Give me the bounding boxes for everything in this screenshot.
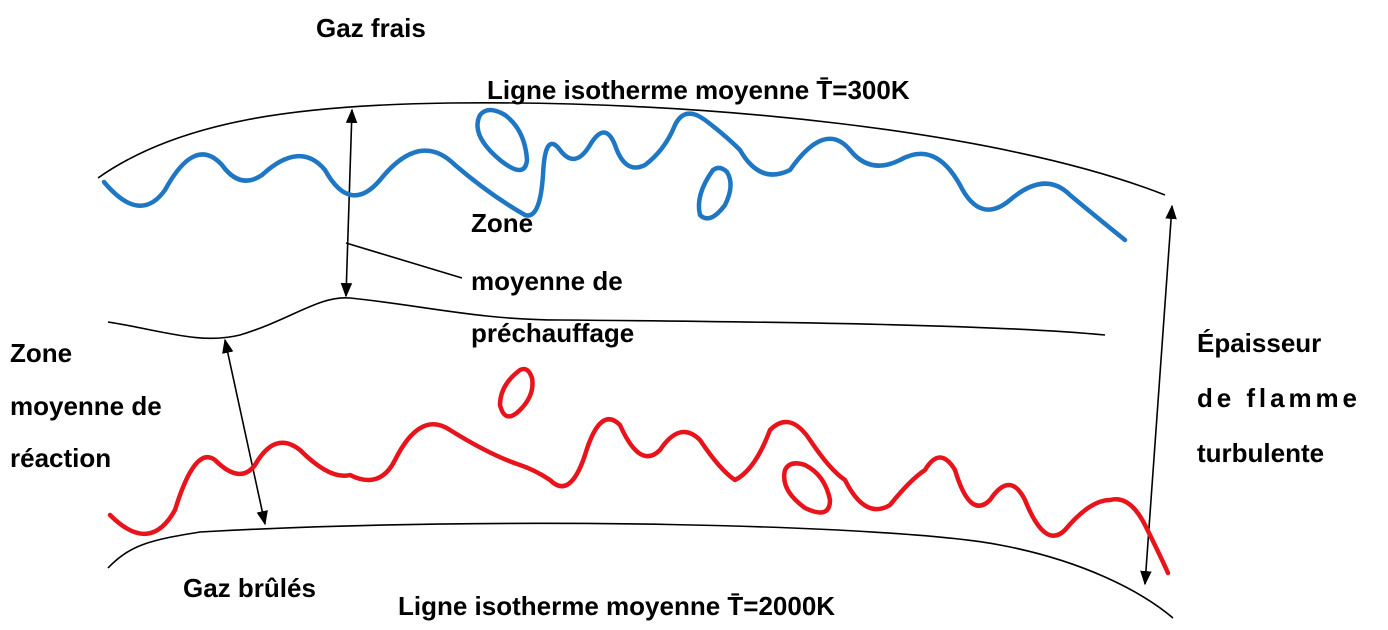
blue-pocket [475, 107, 530, 173]
thickness-label: Épaisseur [1197, 328, 1321, 358]
red-front [107, 417, 1171, 576]
reaction-label: moyenne de [10, 391, 162, 421]
red-pocket [497, 366, 535, 419]
red-pocket [781, 461, 833, 515]
bottom-isotherm-label: Ligne isotherme moyenne T̄=2000K [398, 591, 835, 621]
burnt-gas-label: Gaz brûlés [183, 573, 316, 603]
reaction-arrow [222, 338, 268, 526]
bottom-isotherm-line [107, 522, 1174, 619]
preheat-label: Zone [471, 208, 533, 238]
preheat-label: moyenne de [471, 266, 623, 296]
thickness-arrow [1140, 204, 1177, 586]
top-isotherm-label: Ligne isotherme moyenne T̄=300K [487, 75, 910, 105]
thickness-label: turbulente [1197, 438, 1324, 468]
middle-line [107, 297, 1106, 340]
reaction-label: réaction [10, 443, 111, 473]
blue-pocket [696, 165, 733, 221]
preheat-arrow [340, 108, 358, 298]
leader-line [345, 242, 463, 279]
blue-front [101, 111, 1128, 243]
fresh-gas-label: Gaz frais [316, 13, 426, 43]
reaction-label: Zone [10, 338, 72, 368]
thickness-label: de flamme [1197, 383, 1357, 413]
top-isotherm-line [97, 102, 1166, 196]
preheat-label: préchauffage [471, 318, 634, 348]
